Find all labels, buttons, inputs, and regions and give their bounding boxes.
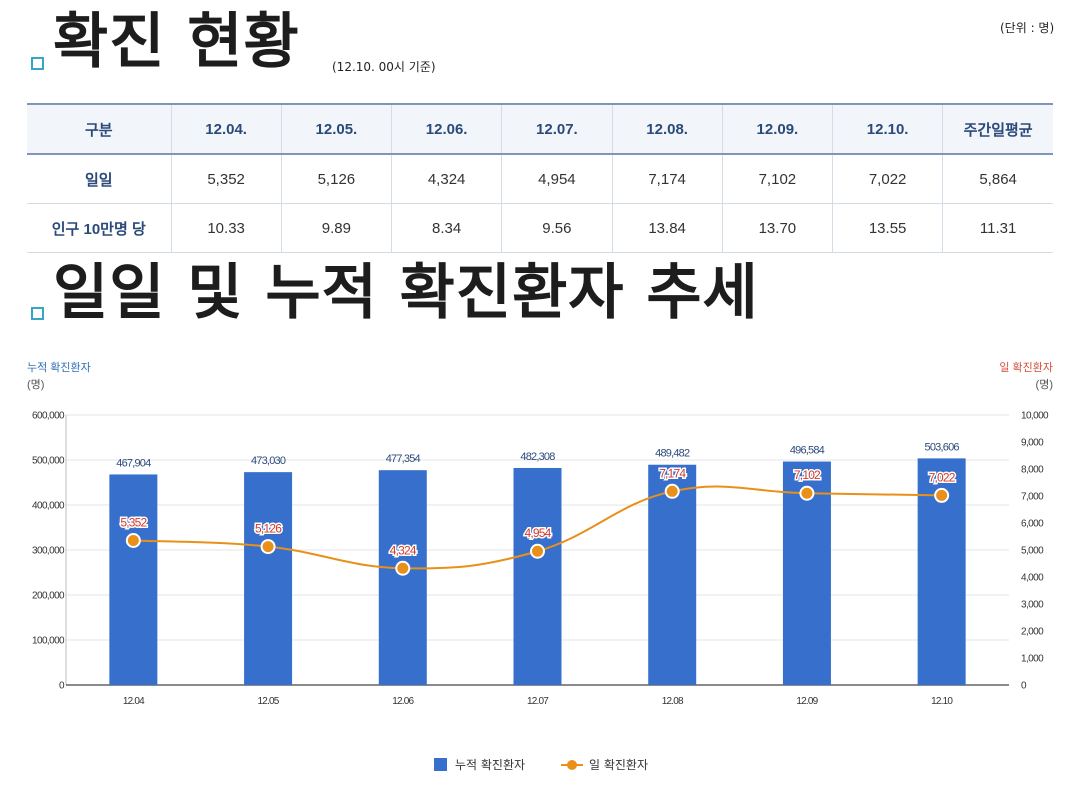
line-point bbox=[395, 560, 411, 576]
x-axis-tick: 12.09 bbox=[796, 696, 818, 707]
column-header: 12.09. bbox=[721, 103, 833, 155]
line-data-label: 7,022 bbox=[929, 470, 956, 484]
left-axis-tick: 300,000 bbox=[32, 546, 65, 557]
table-row: 일일 5,352 5,126 4,324 4,954 7,174 7,102 7… bbox=[27, 154, 1053, 204]
left-axis-title: 누적 확진환자 bbox=[27, 361, 91, 374]
line-point bbox=[260, 539, 276, 555]
bar-data-label: 503,606 bbox=[925, 441, 960, 453]
table-cell: 7,102 bbox=[721, 154, 833, 204]
x-axis-tick: 12.08 bbox=[662, 696, 684, 707]
right-axis-tick: 10,000 bbox=[1021, 411, 1049, 422]
bar bbox=[109, 474, 158, 685]
column-header: 12.06. bbox=[390, 103, 502, 155]
legend-line-item: 일 확진환자 bbox=[561, 756, 648, 773]
left-axis-tick: 100,000 bbox=[32, 636, 65, 647]
table-cell: 9.89 bbox=[280, 203, 392, 253]
table-cell: 4,954 bbox=[501, 154, 612, 204]
right-axis-tick: 0 bbox=[1021, 681, 1027, 692]
column-header: 구분 bbox=[27, 103, 171, 155]
bar bbox=[513, 467, 562, 685]
left-axis-unit: (명) bbox=[27, 378, 44, 391]
right-axis-tick: 6,000 bbox=[1021, 519, 1044, 530]
column-header: 12.07. bbox=[501, 103, 612, 155]
left-axis-tick: 0 bbox=[59, 681, 65, 692]
bar-data-label: 489,482 bbox=[655, 448, 690, 460]
line-point bbox=[799, 485, 815, 501]
line-point bbox=[934, 487, 950, 503]
bar-data-label: 482,308 bbox=[520, 451, 555, 463]
table-header-row: 구분 12.04. 12.05. 12.06. 12.07. 12.08. 12… bbox=[27, 103, 1053, 155]
right-axis-title: 일 확진환자 bbox=[999, 360, 1053, 374]
x-axis-tick: 12.10 bbox=[931, 696, 953, 707]
legend-bar-swatch-icon bbox=[434, 758, 447, 771]
right-axis-tick: 8,000 bbox=[1021, 465, 1044, 476]
line-data-label: 4,954 bbox=[524, 526, 551, 540]
left-axis-tick: 500,000 bbox=[32, 456, 65, 467]
left-axis-tick: 600,000 bbox=[32, 411, 65, 422]
table-cell: 13.84 bbox=[611, 203, 723, 253]
column-header: 12.10. bbox=[831, 103, 943, 155]
table-cell: 5,864 bbox=[942, 154, 1053, 204]
right-axis-unit: (명) bbox=[1036, 378, 1053, 391]
right-axis-tick: 5,000 bbox=[1021, 546, 1044, 557]
bar bbox=[648, 464, 697, 685]
table-cell: 10.33 bbox=[170, 203, 282, 253]
legend-bar-label: 누적 확진환자 bbox=[455, 758, 526, 772]
legend-bar-item: 누적 확진환자 bbox=[434, 756, 525, 773]
table-row: 인구 10만명 당 10.33 9.89 8.34 9.56 13.84 13.… bbox=[27, 203, 1053, 253]
table-cell: 9.56 bbox=[501, 203, 612, 253]
line-point bbox=[664, 483, 680, 499]
status-table: 구분 12.04. 12.05. 12.06. 12.07. 12.08. 12… bbox=[27, 103, 1053, 253]
left-axis-tick: 200,000 bbox=[32, 591, 65, 602]
table-cell: 4,324 bbox=[390, 154, 502, 204]
x-axis-tick: 12.06 bbox=[392, 696, 414, 707]
x-axis-tick: 12.04 bbox=[123, 696, 145, 707]
line-point bbox=[530, 543, 545, 559]
table-cell: 5,126 bbox=[280, 154, 392, 204]
row-label: 인구 10만명 당 bbox=[27, 203, 171, 253]
right-axis-tick: 2,000 bbox=[1021, 627, 1044, 638]
table-cell: 11.31 bbox=[942, 203, 1053, 253]
section-bullet-icon bbox=[31, 57, 44, 70]
bar bbox=[244, 472, 293, 685]
bar-data-label: 473,030 bbox=[251, 455, 286, 467]
column-header: 주간일평균 bbox=[942, 103, 1053, 155]
page-title: 확진 현황 bbox=[53, 7, 300, 77]
right-axis-tick: 3,000 bbox=[1021, 600, 1044, 611]
unit-note: (단위 : 명) bbox=[1000, 21, 1055, 35]
table-cell: 8.34 bbox=[390, 203, 502, 253]
line-data-label: 7,102 bbox=[794, 468, 821, 482]
table-cell: 7,022 bbox=[831, 154, 943, 204]
left-axis-tick: 400,000 bbox=[32, 501, 65, 512]
table-cell: 13.55 bbox=[831, 203, 943, 253]
table-cell: 7,174 bbox=[611, 154, 723, 204]
bar-data-label: 496,584 bbox=[790, 445, 825, 457]
row-label: 일일 bbox=[27, 154, 171, 204]
column-header: 12.05. bbox=[280, 103, 392, 155]
bar-data-label: 477,354 bbox=[386, 453, 421, 465]
line-data-label: 5,126 bbox=[255, 522, 282, 536]
right-axis-tick: 9,000 bbox=[1021, 438, 1044, 449]
column-header: 12.08. bbox=[611, 103, 723, 155]
x-axis-tick: 12.07 bbox=[527, 696, 549, 707]
line-point bbox=[125, 532, 141, 548]
bar bbox=[378, 470, 427, 685]
line-data-label: 7,174 bbox=[659, 466, 686, 480]
section-bullet-icon bbox=[31, 307, 44, 320]
chart-section-title: 일일 및 누적 확진환자 추세 bbox=[53, 258, 759, 328]
line-data-label: 4,324 bbox=[390, 543, 417, 557]
right-axis-tick: 1,000 bbox=[1021, 654, 1044, 665]
column-header: 12.04. bbox=[170, 103, 282, 155]
table-cell: 13.70 bbox=[721, 203, 833, 253]
table-cell: 5,352 bbox=[170, 154, 282, 204]
trend-chart: 0 100,000 200,000 300,000 400,000 500,000 600,… bbox=[27, 360, 1053, 707]
bar-data-label: 467,904 bbox=[116, 457, 151, 469]
line-data-label: 5,352 bbox=[120, 515, 147, 529]
right-axis-tick: 4,000 bbox=[1021, 573, 1044, 584]
x-axis-tick: 12.05 bbox=[258, 696, 280, 707]
right-axis-tick: 7,000 bbox=[1021, 492, 1044, 503]
legend-line-label: 일 확진환자 bbox=[589, 758, 649, 772]
legend-line-swatch-icon bbox=[561, 758, 583, 771]
basis-note: (12.10. 00시 기준) bbox=[332, 60, 436, 74]
